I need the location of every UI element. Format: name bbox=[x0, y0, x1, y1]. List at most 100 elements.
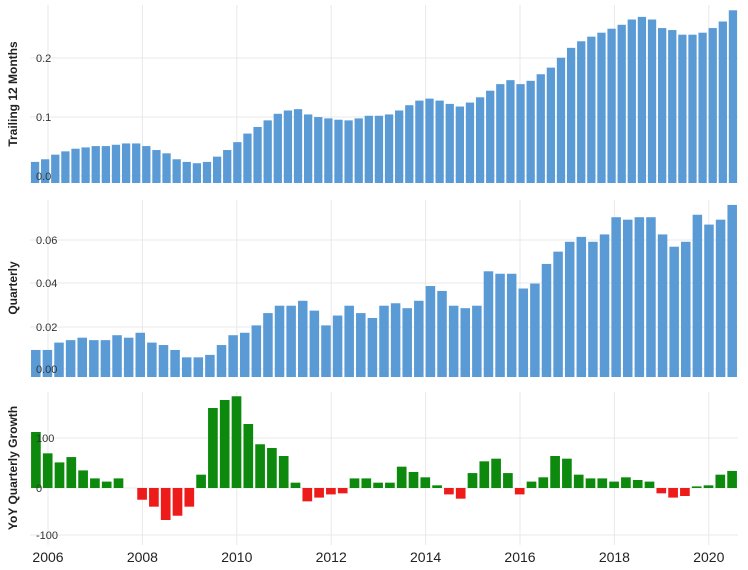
panel-1-bar bbox=[475, 97, 485, 183]
panel-1-bar bbox=[688, 34, 697, 183]
x-tick-label-2014: 2014 bbox=[410, 549, 441, 565]
panel-3-bar bbox=[113, 478, 124, 488]
panel-3-bar bbox=[621, 477, 631, 488]
panel-2-bar bbox=[483, 271, 494, 377]
panel-2-bar bbox=[599, 234, 610, 377]
panel-1-ytick-label: 0.2 bbox=[36, 53, 51, 65]
panel-1-bar bbox=[304, 114, 313, 183]
panel-1-bar bbox=[425, 98, 434, 183]
panel-3-bar bbox=[644, 481, 655, 488]
panel-1-bar bbox=[384, 114, 394, 183]
panel-1-bar bbox=[253, 126, 262, 183]
panel-1-bar bbox=[152, 150, 161, 183]
panel-1-bar bbox=[617, 24, 626, 184]
panel-3-bar bbox=[231, 396, 242, 488]
panel-2-bar bbox=[274, 305, 285, 377]
panel-1-bar bbox=[496, 84, 505, 183]
panel-1-bar bbox=[192, 163, 202, 183]
panel-3-bar bbox=[160, 488, 171, 520]
panel-1-bar bbox=[51, 154, 60, 183]
panel-3-bar bbox=[149, 488, 159, 507]
panel-3-bar bbox=[361, 478, 372, 488]
panel-3-bar bbox=[184, 488, 195, 507]
panel-2-bar bbox=[65, 340, 76, 378]
panel-3-bar bbox=[550, 456, 560, 488]
panel-2-bar bbox=[170, 349, 180, 377]
panel-3-bar bbox=[243, 424, 254, 488]
panel-1-ytick-label: 0.1 bbox=[36, 112, 51, 124]
panel-3-bar bbox=[278, 456, 289, 488]
panel-1-bar bbox=[30, 161, 40, 183]
panel-3-bar bbox=[668, 488, 678, 498]
panel-1-ytick-label: 0.0 bbox=[36, 171, 51, 183]
panel-1-bar bbox=[647, 19, 657, 183]
panel-1-bar bbox=[708, 28, 717, 183]
panel-1-bar bbox=[607, 28, 616, 184]
panel-1-bar bbox=[364, 115, 373, 183]
panel-3-bar bbox=[326, 488, 336, 495]
panel-3-bar bbox=[31, 432, 41, 488]
panel-3-bar bbox=[54, 462, 65, 488]
x-tick-label-2020: 2020 bbox=[693, 549, 724, 565]
panel-3-bar bbox=[680, 488, 690, 496]
panel-1-bar bbox=[486, 90, 495, 183]
panel-2-bar bbox=[42, 349, 53, 377]
panel-2-bar bbox=[657, 234, 668, 377]
panel-2-bar bbox=[564, 241, 575, 377]
panel-2-bar bbox=[147, 342, 157, 377]
panel-2-bar bbox=[216, 345, 227, 377]
panel-2-bar bbox=[402, 308, 412, 377]
panel-2-bar bbox=[356, 313, 366, 377]
panel-3-bar bbox=[597, 478, 608, 488]
panel-2-bar bbox=[530, 283, 540, 377]
panel-2-ytick-label: 0.06 bbox=[36, 235, 57, 247]
panel-2-bar bbox=[390, 303, 401, 377]
panel-2-bar bbox=[518, 288, 529, 377]
panel-2-ytick-label: 0.04 bbox=[36, 278, 57, 290]
panel-3-bar bbox=[467, 473, 478, 488]
panel-3-bar bbox=[385, 482, 395, 488]
panel-2-bar bbox=[727, 204, 737, 377]
panel-2-bar bbox=[448, 305, 459, 377]
panel-1-bar bbox=[506, 80, 515, 183]
panel-2-bar bbox=[205, 354, 215, 378]
panel-3-bar bbox=[373, 482, 383, 488]
panel-3-bar bbox=[314, 488, 324, 498]
panel-1-bar bbox=[374, 115, 384, 183]
x-tick-label-2012: 2012 bbox=[316, 549, 347, 565]
panel-2-bar bbox=[332, 315, 343, 377]
panel-3-bar bbox=[172, 488, 183, 516]
panel-2-bar bbox=[344, 305, 354, 377]
panel-2-bar bbox=[193, 357, 204, 377]
panel-3-ytick-label: 100 bbox=[36, 433, 54, 445]
panel-2-ytick-label: 0.02 bbox=[36, 322, 57, 334]
panel-3-bar bbox=[585, 478, 596, 488]
x-tick-label-2008: 2008 bbox=[127, 549, 158, 565]
panel-1-bar bbox=[324, 118, 333, 183]
panel-2-bar bbox=[715, 219, 726, 377]
x-tick-label-2016: 2016 bbox=[504, 549, 535, 565]
panel-3-bar bbox=[396, 466, 407, 488]
panel-1-bar bbox=[162, 153, 171, 183]
panel-1-bar bbox=[587, 36, 596, 183]
panel-2-bar bbox=[541, 263, 552, 377]
panel-1-bar bbox=[455, 106, 464, 183]
panel-1-bar bbox=[132, 143, 141, 183]
panel-3-bar bbox=[691, 486, 702, 488]
panel-1-bar bbox=[344, 120, 353, 183]
panel-1-bar bbox=[293, 109, 303, 183]
panel-3-bar bbox=[609, 481, 619, 488]
panel-1-bar bbox=[334, 119, 343, 183]
panel-2-ytick-label: 0.00 bbox=[36, 364, 57, 376]
panel-3-bar bbox=[432, 485, 442, 488]
panel-2-bar bbox=[263, 313, 273, 377]
panel-1-bar bbox=[566, 47, 576, 183]
panel-1-bar bbox=[172, 159, 181, 183]
panel-3-bar bbox=[715, 474, 726, 488]
panel-1-bar bbox=[212, 156, 222, 183]
x-tick-label-2006: 2006 bbox=[32, 549, 63, 565]
panel-1-bar bbox=[435, 100, 444, 183]
panel-3-bar bbox=[137, 488, 147, 500]
panel-1-bar bbox=[91, 146, 100, 183]
panel-2-bar bbox=[437, 290, 447, 377]
